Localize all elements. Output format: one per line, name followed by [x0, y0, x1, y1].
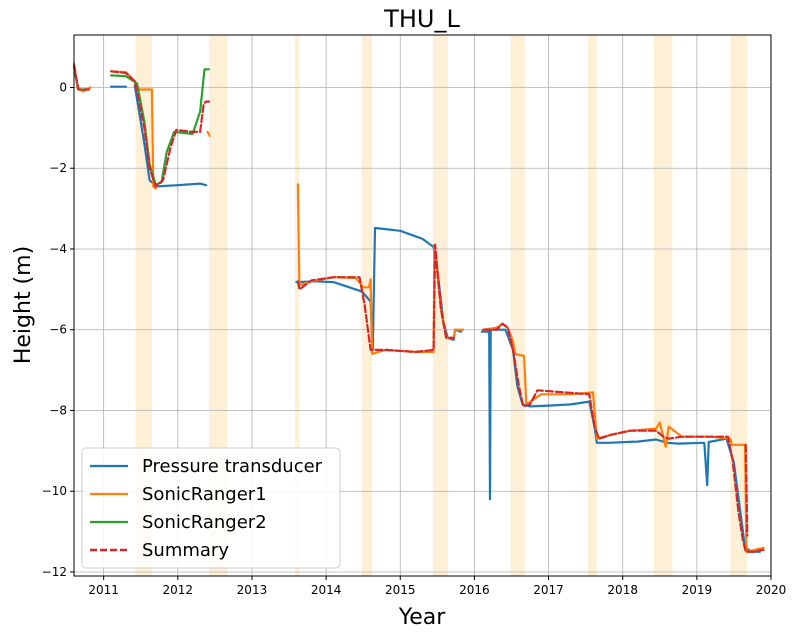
- legend-label-2: SonicRanger2: [142, 512, 267, 533]
- legend-label-0: Pressure transducer: [142, 456, 323, 477]
- shaded-period-7: [653, 35, 673, 576]
- x-axis-label: Year: [398, 605, 447, 630]
- x-tick-label-8: 2019: [682, 583, 713, 597]
- legend: Pressure transducer SonicRanger1 SonicRang…: [81, 447, 341, 569]
- x-tick-label-7: 2018: [607, 583, 638, 597]
- series-1-segment-2: [206, 130, 211, 137]
- x-tick-label-2: 2013: [237, 583, 268, 597]
- series-3-segment-3: [482, 322, 765, 553]
- shaded-period-3: [361, 35, 373, 576]
- series-3-segment-0: [72, 64, 90, 91]
- legend-label-3: Summary: [142, 540, 229, 561]
- y-tick-label-3: −6: [49, 323, 67, 337]
- legend-label-1: SonicRanger1: [142, 484, 267, 505]
- x-tick-label-6: 2017: [533, 583, 564, 597]
- shaded-period-6: [587, 35, 597, 576]
- legend-box: [81, 447, 341, 569]
- x-axis-ticks: 2011 2012 2013 2014 2015 2016 2017 2018 2019 2020: [88, 576, 786, 597]
- plot-frame: [73, 34, 772, 577]
- x-tick-label-4: 2015: [385, 583, 416, 597]
- y-tick-label-4: −8: [49, 403, 67, 417]
- x-tick-label-3: 2014: [311, 583, 342, 597]
- y-tick-label-0: 0: [59, 80, 67, 94]
- series-3: [72, 64, 765, 553]
- chart-title: THU_L: [383, 5, 460, 33]
- shaded-periods: [135, 35, 748, 576]
- y-tick-label-6: −12: [42, 565, 67, 579]
- y-tick-label-1: −2: [49, 161, 67, 175]
- x-tick-label-0: 2011: [88, 583, 119, 597]
- y-axis-ticks: 0 −2 −4 −6 −8 −10 −12: [42, 80, 74, 579]
- y-axis-label: Height (m): [11, 246, 36, 364]
- shaded-period-1: [208, 35, 228, 576]
- series-lines: [72, 62, 765, 553]
- x-tick-label-1: 2012: [163, 583, 194, 597]
- y-tick-label-2: −4: [49, 242, 67, 256]
- shaded-period-8: [730, 35, 748, 576]
- x-tick-label-5: 2016: [459, 583, 490, 597]
- shaded-period-5: [510, 35, 525, 576]
- series-3-segment-1: [110, 70, 211, 188]
- x-tick-label-9: 2020: [756, 583, 787, 597]
- shaded-period-2: [294, 35, 300, 576]
- summary-jump-0: [744, 443, 749, 537]
- y-tick-label-5: −10: [42, 484, 67, 498]
- series-3-segment-2: [296, 243, 455, 353]
